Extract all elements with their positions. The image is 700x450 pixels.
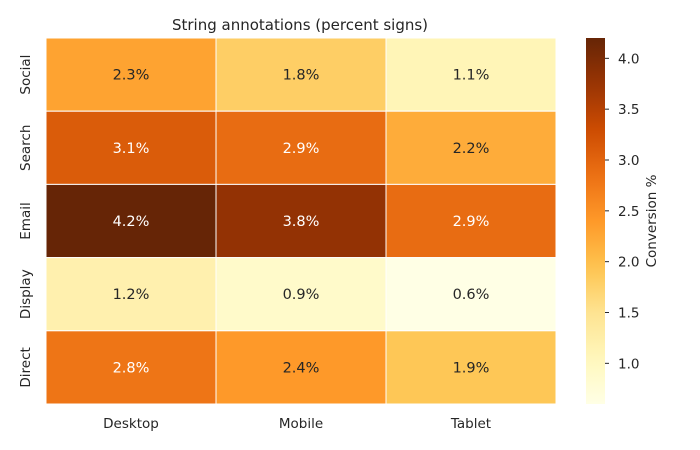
colorbar: 1.0 1.5 2.0 2.5 3.0 3.5 4.0 Conversion % <box>586 38 660 404</box>
cell-annotation: 1.9% <box>453 360 490 376</box>
cell-annotation: 3.1% <box>113 141 150 157</box>
column-label: Desktop <box>103 416 159 432</box>
heatmap-cell <box>45 330 217 405</box>
cell-annotation: 1.8% <box>283 68 320 84</box>
colorbar-gradient <box>586 38 605 404</box>
cell-annotation: 2.4% <box>283 360 320 376</box>
colorbar-tick-label: 2.5 <box>618 204 639 220</box>
column-label: Tablet <box>450 416 491 432</box>
row-label: Direct <box>18 347 34 387</box>
colorbar-tick-label: 3.0 <box>618 153 639 169</box>
row-tick-labels: Social Search Email Display Direct <box>18 55 34 388</box>
cell-annotation: 2.9% <box>283 141 320 157</box>
colorbar-tick-label: 4.0 <box>618 51 639 67</box>
heatmap-cell <box>215 37 387 112</box>
row-label: Social <box>18 55 34 95</box>
heatmap-cells: 2.3% 1.8% 1.1% 3.1% 2.9% 2.2% 4.2% 3.8% 2.9% 1.2%… <box>45 37 557 405</box>
heatmap-cell <box>45 257 217 332</box>
cell-annotation: 3.8% <box>283 214 320 230</box>
heatmap-cell <box>385 37 557 112</box>
cell-annotation: 1.2% <box>113 287 150 303</box>
heatmap-cell <box>215 183 387 259</box>
cell-annotation: 4.2% <box>113 214 150 230</box>
cell-annotation: 2.8% <box>113 360 150 376</box>
colorbar-tick-label: 3.5 <box>618 102 639 118</box>
column-tick-labels: Desktop Mobile Tablet <box>103 416 491 432</box>
cell-annotation: 0.6% <box>453 287 490 303</box>
cell-annotation: 2.9% <box>453 214 490 230</box>
column-label: Mobile <box>279 416 323 432</box>
row-label: Search <box>18 125 34 171</box>
colorbar-ticks: 1.0 1.5 2.0 2.5 3.0 3.5 4.0 <box>605 51 639 372</box>
row-label: Display <box>18 269 34 319</box>
heatmap-cell <box>215 110 387 185</box>
heatmap-cell <box>215 330 387 405</box>
heatmap-cell <box>385 110 557 185</box>
chart-title: String annotations (percent signs) <box>172 16 428 34</box>
cell-annotation: 2.2% <box>453 141 490 157</box>
heatmap-cell <box>385 330 557 405</box>
cell-annotation: 2.3% <box>113 68 150 84</box>
heatmap-cell <box>45 37 217 112</box>
colorbar-tick-label: 1.5 <box>618 306 639 322</box>
cell-annotation: 0.9% <box>283 287 320 303</box>
colorbar-tick-label: 2.0 <box>618 255 639 271</box>
colorbar-label: Conversion % <box>644 174 660 267</box>
colorbar-tick-label: 1.0 <box>618 356 639 372</box>
cell-annotation: 1.1% <box>453 68 490 84</box>
heatmap-cell <box>385 257 557 332</box>
heatmap-cell <box>45 110 217 185</box>
row-label: Email <box>18 202 34 239</box>
